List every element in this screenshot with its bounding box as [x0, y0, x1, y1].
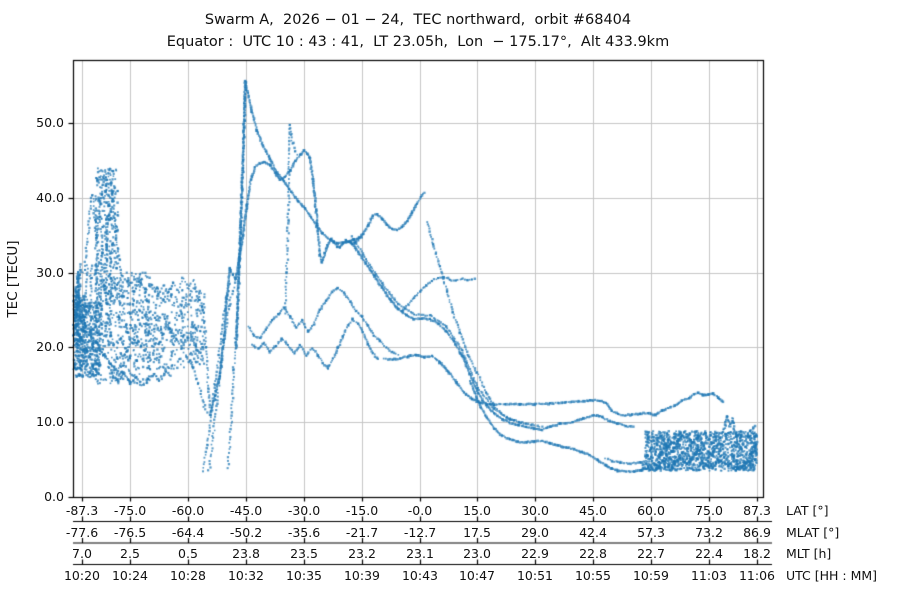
y-tick-label: 50.0 [36, 115, 64, 130]
x-tick-label: 23.2 [348, 546, 376, 561]
plot-title: Swarm A, 2026 − 01 − 24, TEC northward, … [204, 12, 632, 28]
x-tick-label: -0.0 [407, 503, 433, 518]
x-tick-label: -15.0 [345, 503, 379, 518]
x-tick-label: -60.0 [171, 503, 205, 518]
x-tick-label: 10:35 [285, 567, 323, 583]
y-tick-label: 30.0 [36, 264, 64, 280]
x-tick-label: 30.0 [521, 503, 549, 518]
x-tick-label: 42.4 [579, 524, 607, 540]
x-tick-label: 15.0 [463, 503, 491, 518]
y-tick-label: 10.0 [36, 414, 64, 430]
x-row-label-mlt: MLT [h] [786, 546, 832, 561]
x-tick-label: 29.0 [521, 524, 549, 540]
x-tick-label: 22.9 [521, 546, 549, 561]
x-tick-label: 10:43 [401, 567, 439, 583]
x-tick-label: 23.5 [290, 546, 318, 561]
x-tick-label: 11:06 [738, 567, 776, 583]
x-row-label-lat: LAT [°] [786, 503, 829, 518]
y-tick-label: 20.0 [36, 339, 64, 355]
x-tick-label: -75.0 [113, 503, 147, 518]
x-tick-label: 17.5 [463, 524, 491, 540]
x-tick-label: 10:55 [574, 567, 612, 583]
x-row-label-utc: UTC [HH : MM] [786, 567, 878, 583]
x-tick-label: 87.3 [743, 503, 771, 518]
x-tick-label: 57.3 [637, 524, 665, 540]
x-tick-label: -21.7 [345, 524, 379, 540]
x-tick-label: 10:47 [458, 567, 496, 583]
x-tick-label: 10:51 [516, 567, 554, 583]
x-tick-label: -45.0 [229, 503, 263, 518]
plot-subtitle: Equator : UTC 10 : 43 : 41, LT 23.05h, L… [166, 34, 670, 50]
x-tick-label: 10:20 [63, 567, 101, 583]
x-tick-label: 0.5 [178, 546, 198, 561]
y-tick-label: 0.0 [44, 489, 64, 504]
x-tick-label: 23.0 [463, 546, 491, 561]
x-tick-label: -64.4 [171, 524, 205, 540]
x-tick-label: 22.7 [637, 546, 665, 561]
x-tick-label: -30.0 [287, 503, 321, 518]
x-row-label-mlat: MLAT [°] [786, 524, 840, 540]
x-tick-label: -35.6 [287, 524, 321, 540]
x-tick-label: -50.2 [229, 524, 263, 540]
x-tick-label: 7.0 [72, 546, 92, 561]
x-tick-label: 45.0 [579, 503, 607, 518]
x-tick-label: 10:24 [111, 567, 149, 583]
x-tick-label: 11:03 [690, 567, 728, 583]
x-tick-label: 86.9 [743, 524, 771, 540]
x-tick-label: 23.8 [232, 546, 260, 561]
x-tick-label: -12.7 [403, 524, 437, 540]
x-tick-label: 22.4 [695, 546, 723, 561]
x-tick-label: -87.3 [65, 503, 99, 518]
x-tick-label: 10:28 [169, 567, 207, 583]
x-tick-label: 23.1 [406, 546, 434, 561]
x-tick-label: -77.6 [65, 524, 99, 540]
x-tick-label: -76.5 [113, 524, 147, 540]
x-tick-label: 10:59 [632, 567, 670, 583]
y-tick-label: 40.0 [36, 189, 64, 205]
x-tick-label: 73.2 [695, 524, 723, 540]
x-tick-label: 75.0 [695, 503, 723, 518]
x-tick-label: 22.8 [579, 546, 607, 561]
x-tick-label: 18.2 [743, 546, 771, 561]
x-tick-label: 10:32 [227, 567, 265, 583]
x-tick-label: 60.0 [637, 503, 665, 518]
x-tick-label: 2.5 [120, 546, 140, 561]
x-tick-label: 10:39 [343, 567, 381, 583]
